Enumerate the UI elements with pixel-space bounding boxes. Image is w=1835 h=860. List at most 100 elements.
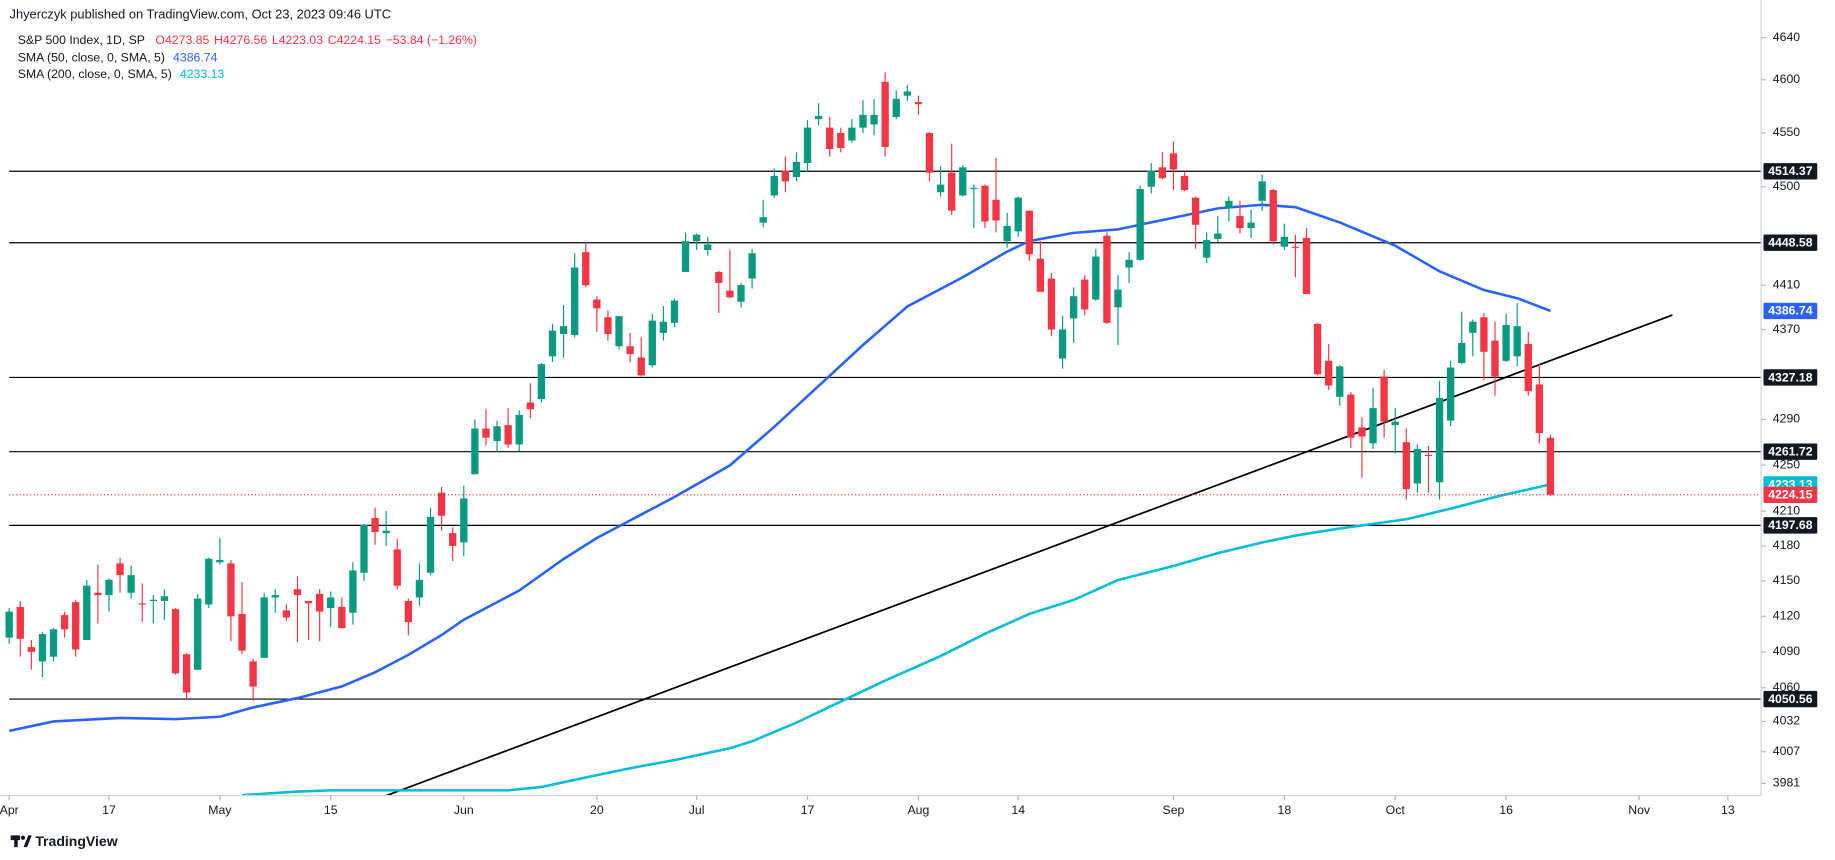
axes: 4640 4600 4550 4500 4410 4370 4290 4250 4210 4180… [0, 30, 1818, 817]
candle-body [648, 320, 656, 366]
candle-body [182, 654, 191, 693]
x-tick-label: 16 [1499, 803, 1513, 817]
publisher-line: Jhyerczyk published on TradingView.com, … [10, 7, 391, 22]
x-tick-label: Jul [689, 803, 705, 817]
legend-series-name: SMA (50, close, 0, SMA, 5) [18, 51, 165, 65]
candle-body [881, 81, 889, 147]
y-tick-label: 4410 [1773, 277, 1800, 291]
candle-body [1136, 188, 1144, 260]
candle-body [1480, 317, 1488, 352]
y-tick-label: 4007 [1773, 744, 1800, 758]
candle-body [859, 114, 867, 128]
candle-body [548, 330, 557, 357]
y-tick-label: 4180 [1773, 538, 1800, 552]
x-tick-label: 17 [801, 803, 815, 817]
candle-body [1225, 200, 1233, 209]
candle-body [1247, 222, 1255, 229]
candle-body [715, 271, 723, 283]
candle-body [1369, 408, 1377, 444]
candle-body [759, 217, 767, 223]
candle-body [571, 267, 579, 336]
candle-body [670, 300, 679, 323]
candle-body [770, 175, 778, 196]
candle-body [60, 615, 69, 630]
candle-body [449, 533, 457, 546]
y-tick-label: 4600 [1773, 72, 1800, 86]
candle-body [948, 172, 956, 211]
candle-body [936, 184, 945, 193]
legend-series-value: 4233.13 [180, 67, 225, 81]
candle-body [371, 518, 379, 532]
candle-body [870, 114, 878, 125]
level-label: 4261.72 [1768, 444, 1813, 458]
candle-body [238, 613, 246, 651]
candle-body [171, 609, 180, 674]
candle-body [249, 661, 257, 687]
candle-body [293, 589, 302, 596]
sma-line [241, 483, 1551, 796]
candle-body [559, 326, 568, 334]
candle-body [792, 161, 801, 178]
candle-body [160, 596, 169, 601]
candle-body [1191, 197, 1200, 225]
candle-body [1203, 240, 1211, 258]
candle-body [5, 611, 13, 638]
y-tick-label: 4550 [1773, 125, 1800, 139]
last-price-label: 4224.15 [1768, 488, 1813, 502]
y-tick-label: 4640 [1773, 30, 1800, 44]
candle-body [737, 285, 745, 302]
candle-body [415, 579, 424, 598]
candle-body [1258, 181, 1266, 201]
candle-body [1325, 360, 1333, 386]
legend-value: −53.84 (−1.26%) [386, 33, 477, 47]
candle-body [194, 598, 202, 670]
x-tick-label: 15 [324, 803, 338, 817]
candle-body [1347, 394, 1355, 438]
candle-body [848, 127, 856, 141]
candle-body [315, 593, 324, 612]
candle-body [1114, 289, 1122, 308]
candle-body [1502, 325, 1510, 361]
sma-box [1763, 302, 1818, 320]
candle-body [1302, 237, 1311, 294]
y-tick-label: 4060 [1773, 680, 1800, 694]
x-tick-label: 13 [1721, 803, 1735, 817]
level-label: 4327.18 [1768, 370, 1813, 384]
candle-body [27, 647, 36, 652]
x-tick-label: Nov [1628, 803, 1651, 817]
candle-body [582, 252, 590, 286]
y-tick-label: 4290 [1773, 412, 1800, 426]
legend-value: H4276.56 [214, 33, 267, 47]
candle-body [382, 530, 390, 534]
y-tick-label: 3981 [1773, 776, 1800, 790]
candle-body [604, 317, 612, 334]
candle-body [692, 234, 701, 242]
candle-body [1435, 397, 1444, 483]
candle-body [260, 597, 268, 658]
candle-body [1413, 449, 1422, 484]
candle-body [1513, 326, 1521, 357]
candle-body [271, 595, 279, 598]
candle-body [892, 98, 900, 117]
trend-line [385, 314, 1673, 796]
last-price-box [1763, 486, 1818, 503]
candle-body [227, 563, 235, 617]
candle-body [327, 597, 335, 609]
x-tick-label: May [208, 803, 232, 817]
candle-body [615, 316, 623, 347]
level-box [1763, 690, 1818, 708]
candle-body [38, 634, 47, 662]
candle-body [482, 428, 490, 438]
candle-body [460, 498, 468, 543]
candle-body [593, 299, 601, 309]
x-tick-label: 14 [1011, 803, 1025, 817]
x-tick-label: 18 [1277, 803, 1291, 817]
legend-value: C4224.15 [328, 33, 381, 47]
legend-sma50: SMA (50, close, 0, SMA, 5) 4386.74 [18, 51, 218, 65]
candle-body [437, 492, 446, 516]
legend-series-value: 4386.74 [173, 51, 218, 65]
candle-body [659, 321, 668, 333]
y-tick-label: 4120 [1773, 609, 1800, 623]
level-box [1763, 369, 1818, 386]
y-tick-label: 4090 [1773, 644, 1800, 658]
